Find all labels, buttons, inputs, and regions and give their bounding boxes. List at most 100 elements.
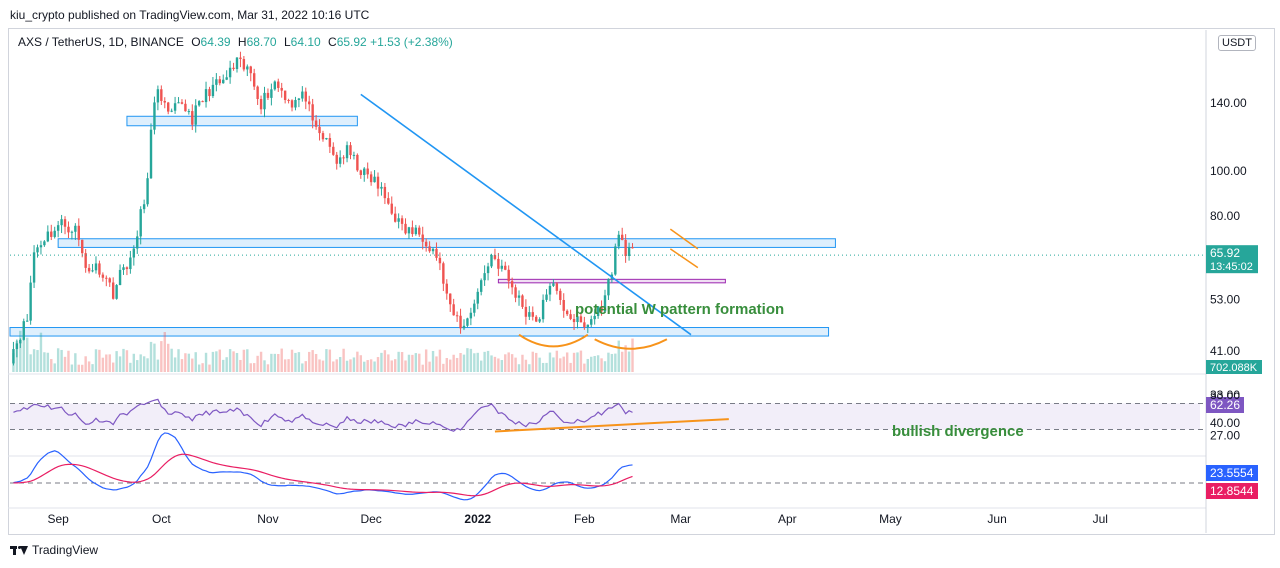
volume-bar xyxy=(242,349,246,372)
candle-body xyxy=(160,89,163,101)
volume-bar xyxy=(462,354,466,372)
candle-body xyxy=(631,247,634,249)
candle-body xyxy=(36,247,39,253)
volume-bar xyxy=(411,354,414,372)
volume-bar xyxy=(497,358,500,372)
candle-body xyxy=(167,102,170,112)
candle-body xyxy=(290,100,294,108)
candle-body xyxy=(321,133,325,140)
volume-bar xyxy=(500,360,504,372)
volume-bar xyxy=(349,359,352,372)
candle-body xyxy=(156,89,160,103)
volume-bar xyxy=(246,349,249,372)
candle-body xyxy=(445,283,448,294)
volume-bar xyxy=(235,352,239,372)
volume-bar xyxy=(452,354,455,372)
candle-body xyxy=(421,234,424,242)
candle-body xyxy=(101,274,105,278)
volume-bar xyxy=(108,354,111,372)
candle-body xyxy=(118,269,122,286)
publisher-line: kiu_crypto published on TradingView.com,… xyxy=(10,8,370,22)
candle-body xyxy=(122,267,125,270)
candle-body xyxy=(538,319,541,322)
candle-body xyxy=(493,255,497,259)
candle-body xyxy=(43,241,46,246)
bull-flag-upper xyxy=(669,228,699,250)
volume-bar xyxy=(438,349,442,372)
candle-body xyxy=(136,236,139,249)
volume-bar xyxy=(311,350,314,372)
volume-bar xyxy=(373,361,376,372)
candle-body xyxy=(497,258,500,269)
candle-body xyxy=(39,245,43,248)
rsi-value-label: 62.26 xyxy=(1210,398,1240,412)
volume-bar xyxy=(325,349,328,372)
candle-body xyxy=(596,306,600,316)
candle-body xyxy=(590,319,593,325)
volume-bar xyxy=(610,353,614,372)
time-tick-label: Apr xyxy=(778,512,797,526)
currency-button[interactable]: USDT xyxy=(1218,35,1256,51)
volume-bar xyxy=(136,360,139,372)
volume-bar xyxy=(56,348,60,372)
zone-mid-zone xyxy=(57,238,836,248)
candle-body xyxy=(335,154,338,164)
rsi-line xyxy=(13,398,633,432)
candle-body xyxy=(81,239,84,254)
rsi-value-tag xyxy=(1206,397,1244,413)
high-label: H xyxy=(237,35,247,49)
candle-body xyxy=(228,67,232,78)
candle-body xyxy=(146,178,149,205)
volume-bar xyxy=(173,357,177,372)
volume-bar xyxy=(129,362,132,372)
volume-bar xyxy=(304,361,307,372)
volume-bar xyxy=(63,356,67,372)
candle-body xyxy=(91,270,94,272)
candle-body xyxy=(111,282,115,299)
volume-bar xyxy=(101,357,105,372)
volume-bar xyxy=(359,355,363,372)
volume-bar xyxy=(627,351,631,372)
candle-body xyxy=(46,231,50,242)
volume-bar xyxy=(53,363,56,372)
volume-bar xyxy=(490,355,493,372)
volume-bar xyxy=(338,357,342,372)
volume-bar xyxy=(201,363,204,372)
volume-bar xyxy=(259,351,263,372)
candle-body xyxy=(239,57,242,60)
candle-body xyxy=(294,100,297,108)
volume-bar xyxy=(222,359,225,372)
candle-body xyxy=(548,285,552,295)
volume-bar xyxy=(476,352,479,372)
candle-body xyxy=(356,154,359,171)
volume-bar xyxy=(115,351,118,372)
candle-body xyxy=(504,265,507,270)
price-tick-label: 100.00 xyxy=(1210,164,1247,178)
candle-body xyxy=(60,219,63,226)
footer-brand: TradingView xyxy=(10,543,98,557)
time-tick-label: Feb xyxy=(574,512,595,526)
volume-bar xyxy=(579,350,583,372)
volume-bar xyxy=(308,351,311,372)
candle-body xyxy=(129,257,132,270)
candle-body xyxy=(366,168,369,175)
volume-bar xyxy=(393,359,397,372)
candle-body xyxy=(77,225,80,240)
last-price-tag xyxy=(1206,245,1258,274)
volume-bar xyxy=(387,354,390,372)
candle-body xyxy=(311,104,314,121)
volume-bar xyxy=(562,356,565,372)
volume-bar xyxy=(156,359,160,372)
volume-bar xyxy=(280,348,283,372)
candle-body xyxy=(363,168,366,175)
close-value: 65.92 xyxy=(336,35,367,49)
time-tick-label: Dec xyxy=(360,512,381,526)
candle-body xyxy=(600,306,603,312)
volume-bar xyxy=(552,357,555,372)
volume-bar xyxy=(252,363,256,372)
volume-bar xyxy=(583,363,586,372)
candle-body xyxy=(325,138,328,140)
candle-body xyxy=(424,241,428,247)
volume-bar xyxy=(332,361,335,372)
